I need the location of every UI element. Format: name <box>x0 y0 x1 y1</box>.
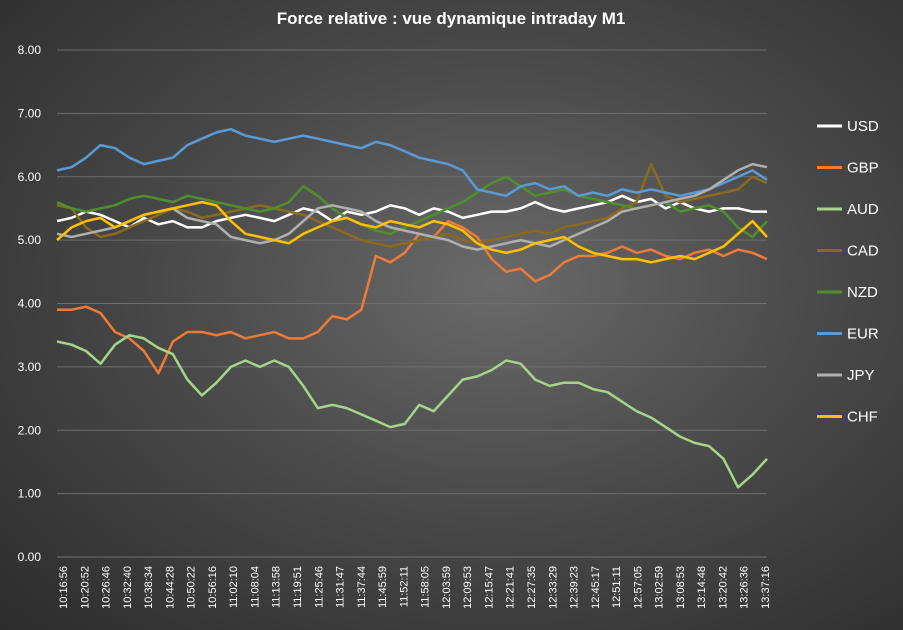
y-tick-label: 0.00 <box>18 550 42 564</box>
legend-label-cad: CAD <box>847 243 879 260</box>
x-tick-label: 13:20:42 <box>717 566 729 609</box>
x-tick-label: 11:37:44 <box>356 566 368 608</box>
series-line-gbp <box>57 219 768 375</box>
legend-label-gbp: GBP <box>847 160 879 177</box>
y-tick-label: 3.00 <box>18 360 42 374</box>
series-line-usd <box>56 194 767 229</box>
x-tick-label: 10:50:22 <box>186 566 198 609</box>
x-tick-label: 11:58:05 <box>420 566 432 608</box>
legend-label-chf: CHF <box>847 409 878 426</box>
x-tick-label: 11:13:58 <box>271 566 283 608</box>
x-tick-label: 11:52:11 <box>398 566 410 607</box>
x-tick-label: 10:20:52 <box>79 566 91 609</box>
x-tick-label: 10:38:34 <box>143 566 155 609</box>
gridlines <box>57 49 767 558</box>
series-line-chf <box>56 200 768 264</box>
y-tick-label: 7.00 <box>18 106 42 120</box>
x-tick-label: 10:44:28 <box>164 566 176 609</box>
x-tick-label: 12:09:53 <box>462 566 474 609</box>
x-tick-label: 11:31:47 <box>335 566 347 608</box>
legend-label-usd: USD <box>847 118 879 135</box>
legend: USD GBP AUD CAD NZD EUR JPY CHF <box>817 118 879 426</box>
x-tick-label: 12:39:23 <box>569 566 581 609</box>
x-tick-label: 12:15:47 <box>483 566 495 609</box>
series-line-aud <box>56 333 768 489</box>
x-tick-label: 12:03:59 <box>441 566 453 609</box>
x-tick-label: 11:08:04 <box>249 566 261 608</box>
x-tick-label: 10:32:40 <box>122 566 134 609</box>
y-tick-label: 5.00 <box>18 233 42 247</box>
x-tick-label: 11:19:51 <box>292 566 304 608</box>
legend-label-eur: EUR <box>847 326 879 343</box>
x-tick-label: 10:16:56 <box>58 566 70 609</box>
chart-title: Force relative : vue dynamique intraday … <box>277 9 626 28</box>
x-tick-label: 12:27:35 <box>526 566 538 609</box>
legend-label-jpy: JPY <box>847 367 875 384</box>
series-lines <box>56 127 768 489</box>
series-line-eur <box>56 127 768 198</box>
x-tick-label: 12:33:29 <box>547 566 559 609</box>
legend-label-nzd: NZD <box>847 284 878 301</box>
series-line-jpy <box>56 162 768 251</box>
x-tick-label: 11:25:46 <box>313 566 325 608</box>
y-tick-label: 8.00 <box>18 43 42 57</box>
y-axis: 0.00 1.00 2.00 3.00 4.00 5.00 6.00 7.00 8.00 <box>18 43 42 564</box>
y-tick-label: 1.00 <box>18 487 42 501</box>
x-tick-label: 13:37:16 <box>760 566 772 609</box>
x-tick-label: 13:08:53 <box>675 566 687 609</box>
x-tick-label: 10:56:16 <box>207 566 219 609</box>
x-axis: 10:16:56 10:20:52 10:26:46 10:32:40 10:38:34… <box>58 566 772 609</box>
x-tick-label: 12:45:17 <box>590 566 602 609</box>
legend-label-aud: AUD <box>847 201 879 218</box>
x-tick-label: 13:14:48 <box>696 566 708 609</box>
x-tick-label: 13:02:59 <box>654 566 666 609</box>
x-tick-label: 13:26:36 <box>739 566 751 609</box>
y-tick-label: 4.00 <box>18 297 42 311</box>
x-tick-label: 12:57:05 <box>632 566 644 609</box>
y-tick-label: 6.00 <box>18 170 42 184</box>
x-tick-label: 12:21:41 <box>505 566 517 609</box>
x-tick-label: 11:45:59 <box>377 566 389 608</box>
y-tick-label: 2.00 <box>18 423 42 437</box>
x-tick-label: 10:26:46 <box>101 566 113 609</box>
x-tick-label: 11:02:10 <box>228 566 240 608</box>
x-tick-label: 12:51:11 <box>611 566 623 608</box>
